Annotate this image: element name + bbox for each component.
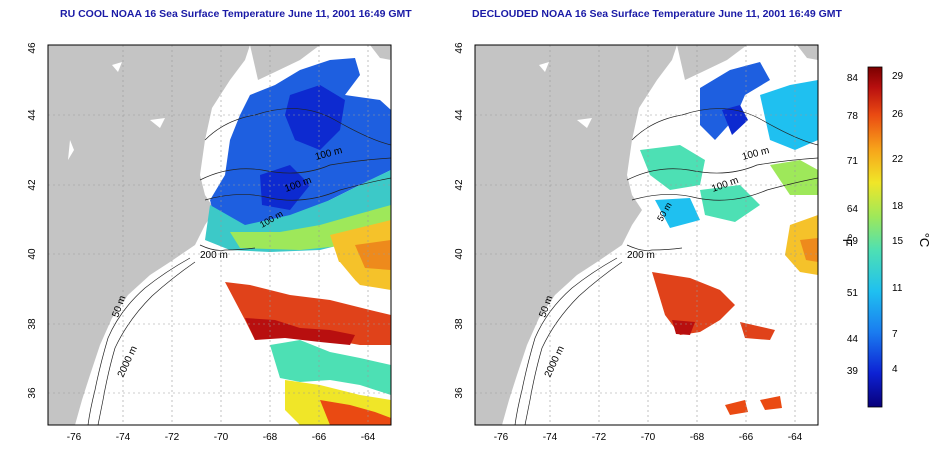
lat-tick: 36 — [27, 387, 38, 399]
depth-contours — [87, 108, 391, 425]
colorbar-celsius-unit: °C — [917, 233, 932, 248]
left-map — [48, 45, 391, 425]
f-tick: 84 — [847, 73, 859, 84]
lon-tick: -74 — [543, 432, 558, 443]
sst-blue-region — [210, 58, 391, 230]
left-lat-ticks: 36 38 40 42 44 46 — [27, 42, 38, 399]
lat-tick: 46 — [27, 42, 38, 54]
f-tick: 71 — [847, 156, 859, 167]
right-panel-title: DECLOUDED NOAA 16 Sea Surface Temperatur… — [472, 8, 842, 20]
lat-tick: 42 — [27, 179, 38, 191]
lon-tick: -72 — [165, 432, 180, 443]
lat-tick: 44 — [454, 109, 465, 121]
colorbar-celsius-ticks: 29 26 22 18 15 11 7 4 — [892, 71, 904, 375]
contour-label: 200 m — [200, 250, 228, 261]
right-lat-ticks: 36 38 40 42 44 46 — [454, 42, 465, 399]
lon-tick: -70 — [641, 432, 656, 443]
lat-tick: 38 — [454, 318, 465, 330]
colorbar — [867, 66, 883, 408]
lat-tick: 38 — [27, 318, 38, 330]
left-lon-ticks: -76 -74 -72 -70 -68 -66 -64 — [67, 432, 376, 443]
lat-tick: 44 — [27, 109, 38, 121]
f-tick: 39 — [847, 366, 859, 377]
lon-tick: -66 — [739, 432, 754, 443]
lon-tick: -64 — [361, 432, 376, 443]
c-tick: 15 — [892, 236, 904, 247]
left-panel-title: RU COOL NOAA 16 Sea Surface Temperature … — [60, 8, 412, 20]
f-tick: 44 — [847, 334, 859, 345]
c-tick: 4 — [892, 364, 898, 375]
colorbar-fahrenheit-unit: °F — [840, 233, 855, 246]
lon-tick: -70 — [214, 432, 229, 443]
lon-tick: -66 — [312, 432, 327, 443]
lat-tick: 40 — [27, 248, 38, 260]
lat-tick: 40 — [454, 248, 465, 260]
lon-tick: -76 — [494, 432, 509, 443]
c-tick: 22 — [892, 154, 904, 165]
c-tick: 11 — [892, 283, 903, 294]
land-mass — [48, 45, 250, 425]
c-tick: 26 — [892, 109, 904, 120]
lon-tick: -68 — [690, 432, 705, 443]
lon-tick: -74 — [116, 432, 131, 443]
colorbar-fahrenheit-ticks: 84 78 71 64 59 51 44 39 — [847, 73, 859, 377]
lat-tick: 46 — [454, 42, 465, 54]
lat-tick: 36 — [454, 387, 465, 399]
lat-tick: 42 — [454, 179, 465, 191]
lon-tick: -72 — [592, 432, 607, 443]
right-map — [475, 45, 818, 425]
lon-tick: -68 — [263, 432, 278, 443]
contour-label: 200 m — [627, 250, 655, 261]
f-tick: 64 — [847, 204, 859, 215]
c-tick: 7 — [892, 329, 898, 340]
f-tick: 59 — [847, 236, 859, 247]
lon-tick: -64 — [788, 432, 803, 443]
f-tick: 78 — [847, 111, 859, 122]
f-tick: 51 — [847, 288, 859, 299]
right-lon-ticks: -76 -74 -72 -70 -68 -66 -64 — [494, 432, 803, 443]
lon-tick: -76 — [67, 432, 82, 443]
c-tick: 18 — [892, 201, 904, 212]
c-tick: 29 — [892, 71, 904, 82]
